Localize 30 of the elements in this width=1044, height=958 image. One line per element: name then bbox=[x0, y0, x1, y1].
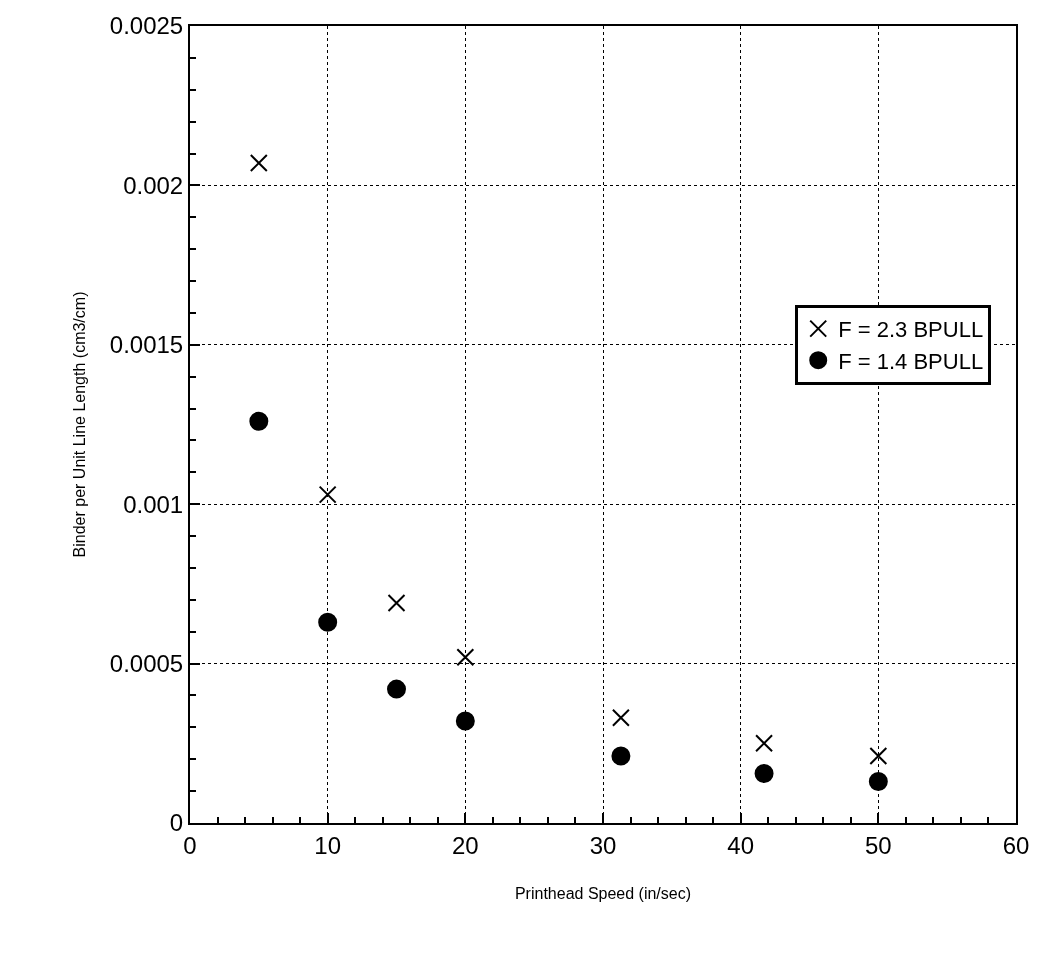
point bbox=[455, 711, 475, 731]
y-axis-title: Binder per Unit Line Length (cm3/cm) bbox=[71, 291, 89, 558]
x-tick-label: 20 bbox=[451, 831, 479, 859]
x-tick-label: 50 bbox=[864, 831, 892, 859]
point bbox=[318, 612, 338, 632]
point bbox=[755, 734, 774, 753]
point bbox=[249, 154, 268, 173]
y-tick-label: 0 bbox=[169, 809, 184, 837]
point bbox=[387, 679, 406, 699]
point bbox=[869, 747, 888, 766]
legend-label: F = 1.4 BPULL bbox=[838, 348, 984, 374]
x-tick-label: 60 bbox=[1002, 831, 1030, 859]
point bbox=[754, 764, 774, 784]
point bbox=[611, 708, 630, 727]
x-axis-title: Printhead Speed (in/sec) bbox=[514, 885, 692, 902]
y-tick-label: 0.002 bbox=[123, 171, 184, 199]
y-tick-label: 0.0005 bbox=[109, 650, 184, 677]
y-tick-label: 0.001 bbox=[123, 490, 184, 518]
point bbox=[868, 772, 888, 792]
x-tick-label: 40 bbox=[727, 831, 755, 859]
x-tick-label: 10 bbox=[314, 831, 342, 859]
y-tick-label: 0.0025 bbox=[109, 12, 184, 40]
point bbox=[249, 411, 269, 431]
point bbox=[318, 485, 337, 504]
x-tick-label: 30 bbox=[589, 831, 617, 859]
point bbox=[387, 594, 406, 613]
legend-label: F = 2.3 BPULL bbox=[838, 317, 984, 343]
y-tick-label: 0.0015 bbox=[109, 331, 184, 359]
point bbox=[456, 648, 475, 667]
point bbox=[611, 746, 631, 766]
